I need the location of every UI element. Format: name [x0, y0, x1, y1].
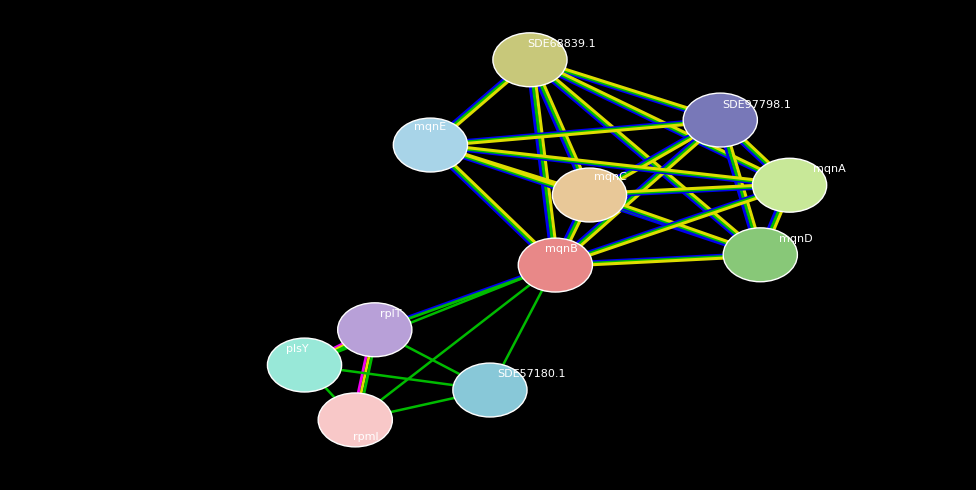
Ellipse shape: [338, 303, 412, 357]
Ellipse shape: [552, 168, 627, 222]
Text: mqnE: mqnE: [415, 122, 446, 132]
Text: SDE68839.1: SDE68839.1: [527, 39, 595, 49]
Text: rplT: rplT: [380, 309, 401, 318]
Text: mqnB: mqnB: [545, 244, 578, 254]
Ellipse shape: [683, 93, 757, 147]
Text: mqnA: mqnA: [813, 164, 846, 174]
Text: rpml: rpml: [353, 432, 379, 442]
Text: SDE97798.1: SDE97798.1: [722, 100, 791, 110]
Ellipse shape: [318, 393, 392, 447]
Text: SDE57180.1: SDE57180.1: [498, 369, 566, 379]
Text: mqnD: mqnD: [779, 234, 812, 244]
Text: mqnC: mqnC: [593, 172, 627, 182]
Ellipse shape: [493, 33, 567, 87]
Ellipse shape: [393, 118, 468, 172]
Ellipse shape: [267, 338, 342, 392]
Ellipse shape: [723, 228, 797, 282]
Ellipse shape: [453, 363, 527, 417]
Ellipse shape: [752, 158, 827, 212]
Ellipse shape: [518, 238, 592, 292]
Text: plsY: plsY: [286, 344, 309, 354]
